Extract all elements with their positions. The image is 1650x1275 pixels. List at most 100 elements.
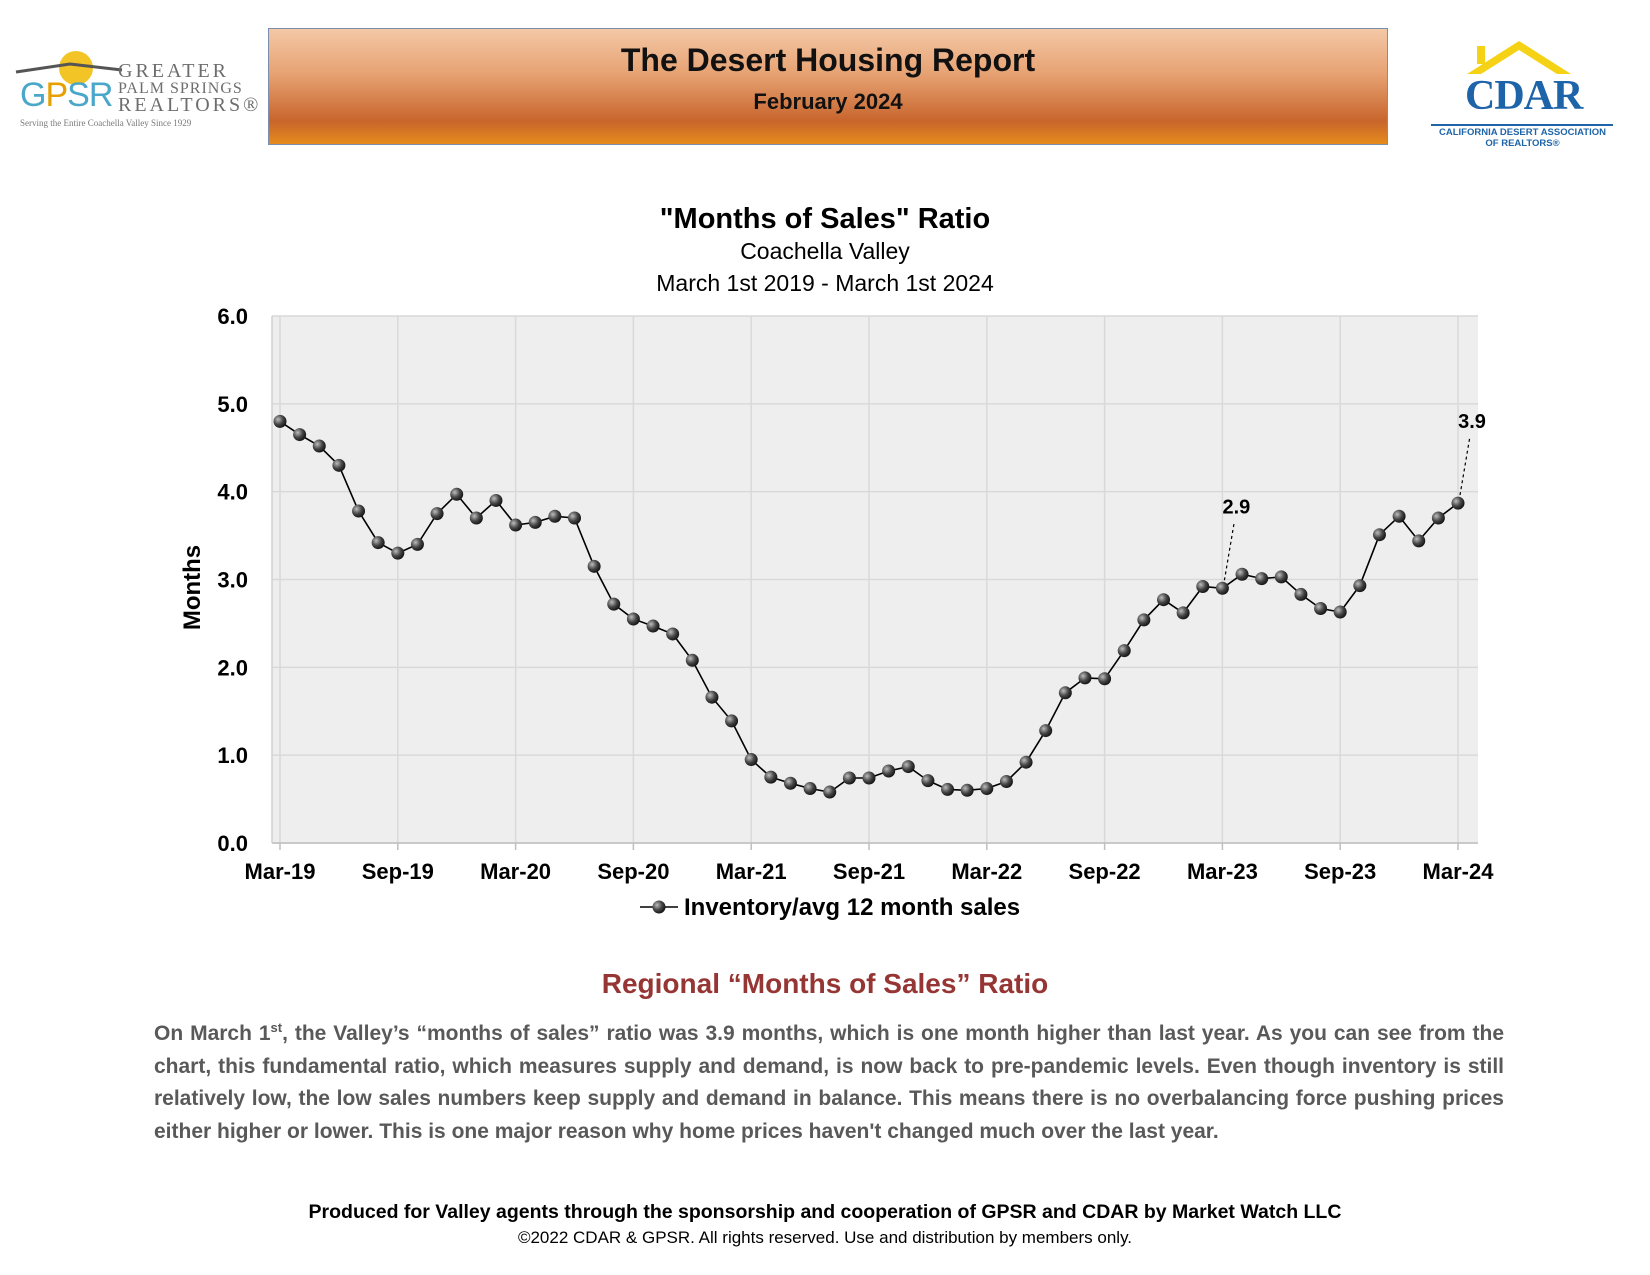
data-point: [646, 619, 660, 633]
gpsr-logo: GPSR GREATER PALM SPRINGS REALTORS® Serv…: [14, 50, 258, 135]
data-point: [626, 612, 640, 626]
data-label: 3.9: [1458, 411, 1486, 433]
x-tick-label: Mar-20: [480, 859, 551, 884]
data-point: [371, 536, 385, 550]
x-tick-label: Sep-23: [1304, 859, 1376, 884]
gpsr-letters: GPSR: [20, 76, 113, 114]
data-point: [332, 458, 346, 472]
data-point: [960, 783, 974, 797]
data-point: [1176, 606, 1190, 620]
data-point: [430, 507, 444, 521]
data-point: [941, 782, 955, 796]
data-point: [1235, 567, 1249, 581]
footer-sponsorship: Produced for Valley agents through the s…: [308, 1201, 1342, 1223]
x-tick-label: Sep-21: [833, 859, 905, 884]
data-point: [1451, 496, 1465, 510]
y-tick-label: 0.0: [217, 831, 248, 856]
data-point: [999, 775, 1013, 789]
body-ordinal: st: [270, 1020, 283, 1035]
annotation-leader: [1459, 435, 1471, 496]
data-point: [312, 439, 326, 453]
data-point: [744, 753, 758, 767]
data-point: [391, 546, 405, 560]
chart-subtitle-region: Coachella Valley: [740, 238, 910, 264]
footer-copyright: ©2022 CDAR & GPSR. All rights reserved. …: [517, 1228, 1133, 1247]
data-point: [842, 771, 856, 785]
data-point: [410, 537, 424, 551]
y-tick-label: 2.0: [217, 655, 248, 680]
data-point: [1058, 686, 1072, 700]
gpsr-wordmark: GREATER PALM SPRINGS REALTORS®: [118, 60, 262, 117]
y-tick-label: 6.0: [217, 304, 248, 329]
gpsr-word-palm-springs: PALM SPRINGS: [118, 80, 243, 97]
data-point: [509, 518, 523, 532]
data-point: [823, 785, 837, 799]
data-point: [489, 493, 503, 507]
legend-marker-swatch: [652, 900, 666, 914]
annotation-leader: [1223, 521, 1235, 581]
data-point: [1039, 724, 1053, 738]
data-point: [685, 653, 699, 667]
data-point: [1372, 528, 1386, 542]
data-point: [450, 487, 464, 501]
cdar-full-name-line2: OF REALTORS®: [1485, 138, 1560, 149]
y-tick-label: 1.0: [217, 743, 248, 768]
data-point: [1019, 755, 1033, 769]
chart-title: "Months of Sales" Ratio: [659, 203, 991, 235]
data-point: [1412, 534, 1426, 548]
data-point: [1137, 613, 1151, 627]
data-point: [901, 760, 915, 774]
data-point: [666, 627, 680, 641]
y-tick-label: 3.0: [217, 568, 248, 593]
data-point: [469, 511, 483, 525]
x-tick-label: Mar-22: [951, 859, 1022, 884]
data-point: [803, 782, 817, 796]
data-point: [862, 771, 876, 785]
months-of-sales-chart: 0.0 1.0 2.0 3.0 4.0 5.0 6.0 Mar-19 Sep-19 Mar-20 S…: [179, 304, 1495, 921]
gpsr-word-greater: GREATER: [118, 60, 229, 82]
data-point: [1294, 587, 1308, 601]
data-point: [273, 414, 287, 428]
report-banner: The Desert Housing Report February 2024: [268, 28, 1388, 145]
section-title: Regional “Months of Sales” Ratio: [601, 968, 1049, 999]
section-body: On March 1st, the Valley’s “months of sa…: [154, 1018, 1504, 1148]
x-tick-label: Sep-22: [1069, 859, 1141, 884]
data-point: [1196, 580, 1210, 594]
y-tick-label: 5.0: [217, 392, 248, 417]
data-point: [882, 764, 896, 778]
data-point: [528, 515, 542, 529]
data-point: [1333, 605, 1347, 619]
gpsr-word-realtors: REALTORS®: [118, 94, 262, 117]
data-point: [980, 782, 994, 796]
data-point: [1431, 511, 1445, 525]
cdar-wordmark: CDAR: [1465, 73, 1583, 119]
chart-subtitle-range: March 1st 2019 - March 1st 2024: [656, 270, 994, 296]
data-point: [1392, 509, 1406, 523]
gpsr-tagline: Serving the Entire Coachella Valley Sinc…: [20, 118, 192, 128]
data-point: [764, 770, 778, 784]
data-point: [1157, 593, 1170, 607]
data-point: [1215, 581, 1229, 595]
x-tick-label: Mar-21: [716, 859, 787, 884]
house-roof-icon: [1467, 41, 1571, 74]
x-tick-label: Mar-24: [1423, 859, 1495, 884]
report-title: The Desert Housing Report: [620, 42, 1036, 78]
data-point: [1274, 570, 1288, 584]
data-point: [293, 428, 307, 442]
data-point: [705, 690, 719, 704]
legend-label: Inventory/avg 12 month sales: [684, 894, 1020, 921]
y-tick-label: 4.0: [217, 480, 248, 505]
data-point: [607, 597, 621, 611]
x-tick-label: Sep-19: [362, 859, 434, 884]
x-tick-label: Mar-23: [1187, 859, 1258, 884]
data-point: [352, 504, 366, 518]
data-point: [1314, 601, 1328, 615]
body-rest: , the Valley’s “months of sales” ratio w…: [154, 1022, 1504, 1143]
data-point: [568, 511, 581, 525]
data-point: [1098, 672, 1112, 686]
x-tick-label: Mar-19: [245, 859, 316, 884]
data-point: [921, 774, 935, 788]
gpsr-sun-roof-icon: [15, 51, 123, 85]
cdar-full-name: CALIFORNIA DESERT ASSOCIATION OF REALTOR…: [1425, 122, 1620, 149]
report-date: February 2024: [753, 89, 903, 114]
